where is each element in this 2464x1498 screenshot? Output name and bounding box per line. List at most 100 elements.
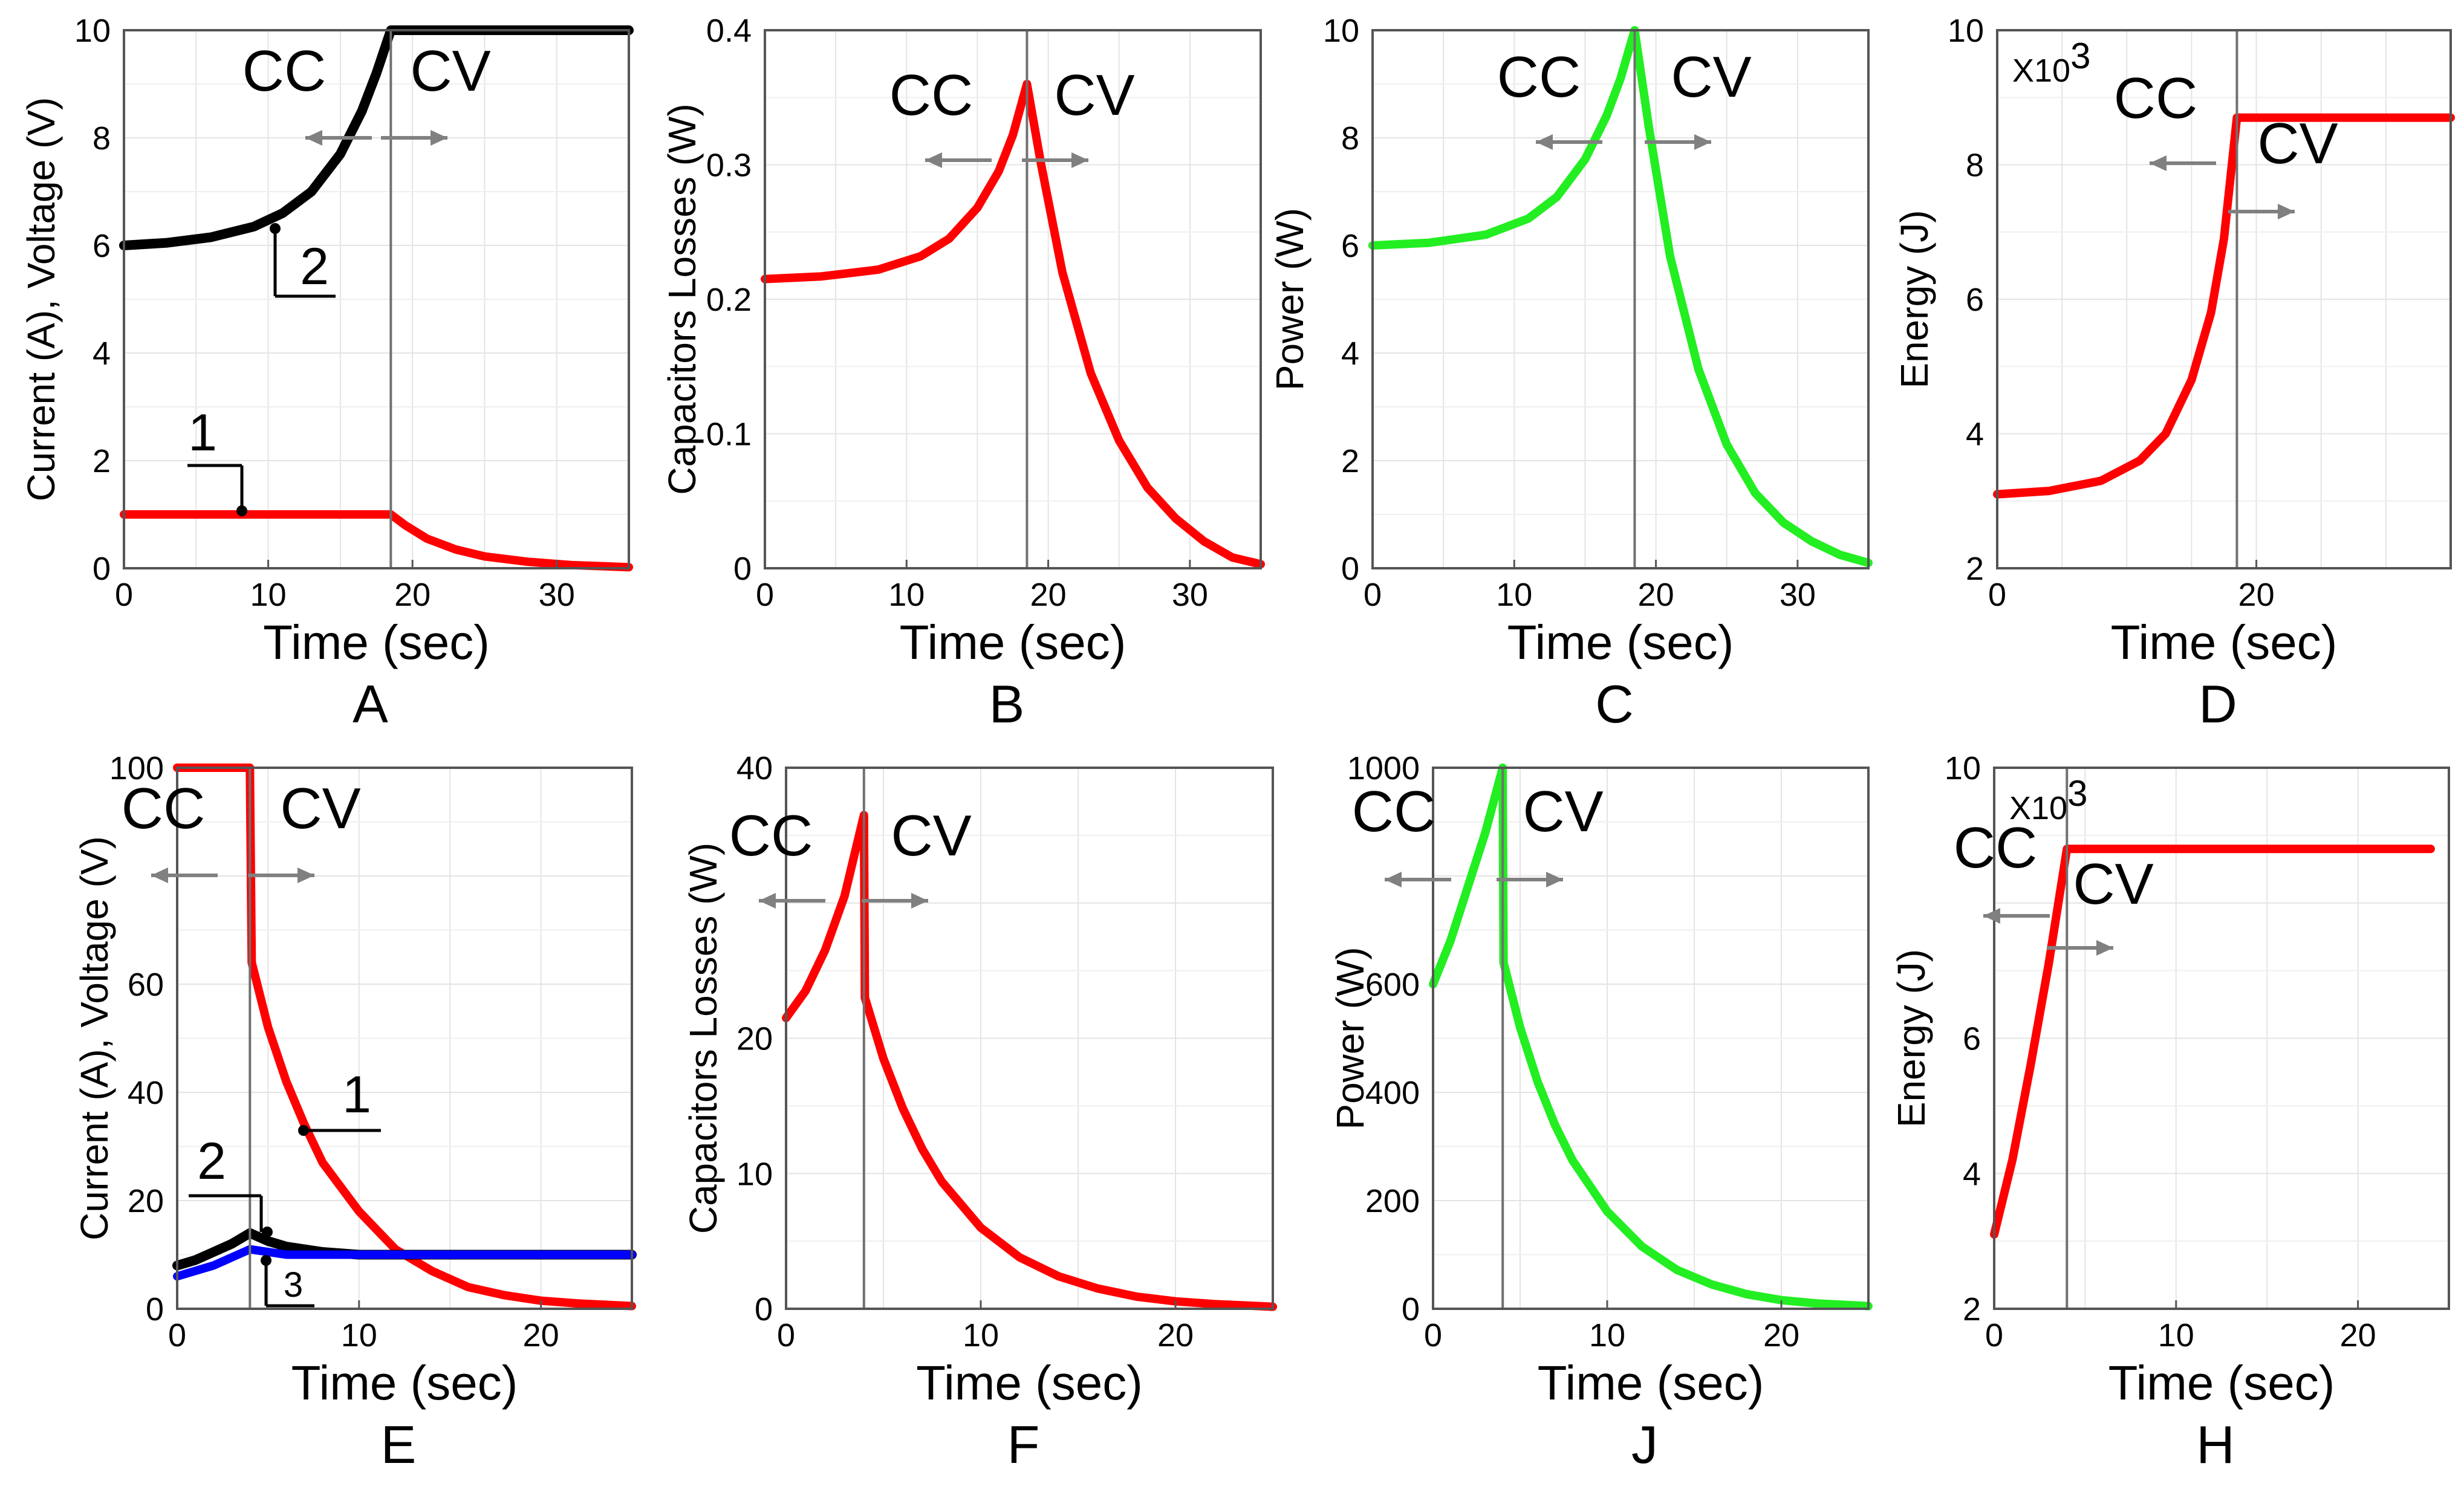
y-tick-label: 2 <box>1341 443 1359 479</box>
cc-arrow-head <box>2150 155 2167 171</box>
data-point <box>213 1251 215 1253</box>
y-tick-label: 2 <box>1963 1291 1981 1328</box>
y-tick-label: 10 <box>1948 13 1984 49</box>
y-tick-label: 6 <box>1341 228 1359 264</box>
cc-label: CC <box>1497 45 1581 109</box>
data-point <box>576 1303 578 1305</box>
series-line-1 <box>1993 113 2455 499</box>
y-tick-label: 0 <box>733 551 752 587</box>
x-tick-label: 10 <box>250 577 287 613</box>
callout-dot <box>270 223 281 234</box>
data-point <box>1040 164 1042 166</box>
data-point <box>821 276 822 277</box>
data-point <box>2084 848 2086 850</box>
x-tick-label: 20 <box>2238 577 2275 613</box>
x-axis-label: Time (sec) <box>916 1356 1143 1410</box>
y-tick-label: 20 <box>736 1021 773 1057</box>
x-tick-label: 30 <box>1780 577 1816 613</box>
curve-callout-1: 1 <box>187 404 247 516</box>
y-tick-label: 0 <box>755 1291 773 1328</box>
multiplier-exp: 3 <box>2070 36 2090 76</box>
data-point <box>1146 487 1148 488</box>
data-point <box>2320 117 2322 118</box>
data-point <box>980 1227 981 1228</box>
multiplier-label: X103 <box>2012 36 2090 89</box>
callout-dot <box>261 1255 271 1266</box>
data-point <box>1428 242 1430 244</box>
x-tick-label: 20 <box>523 1317 559 1354</box>
plot-frame <box>123 29 630 569</box>
y-tick-label: 6 <box>1963 1021 1981 1057</box>
data-point <box>1572 1159 1573 1161</box>
data-point <box>1815 1303 1817 1305</box>
data-point <box>883 1058 884 1060</box>
panel-letter: D <box>2199 674 2237 734</box>
data-point <box>1607 1210 1608 1212</box>
series-line-1 <box>1429 764 1873 1311</box>
data-point <box>1669 255 1671 257</box>
y-tick-label: 8 <box>1966 148 1984 184</box>
data-point <box>322 1162 323 1164</box>
data-point <box>1811 540 1813 542</box>
data-point <box>1062 271 1063 273</box>
plot-frame <box>764 29 1262 569</box>
cv-arrow-head <box>911 893 928 909</box>
panel-letter: J <box>1631 1415 1658 1474</box>
data-point <box>405 524 406 526</box>
y-tick-label: 0 <box>1402 1291 1420 1328</box>
x-tick-label: 0 <box>168 1317 186 1354</box>
data-point <box>231 1256 233 1258</box>
y-tick-label: 2 <box>93 443 111 479</box>
panel-letter: F <box>1007 1415 1040 1474</box>
cc-arrow-head <box>1983 908 2000 924</box>
callout-number: 3 <box>284 1265 303 1305</box>
series-line-1 <box>782 811 1277 1311</box>
data-point <box>375 73 377 74</box>
panel-b: 0 10 20 30 0 0.1 0.2 0.3 0.4 Time (sec) Capacitors… <box>660 13 1265 734</box>
x-axis-label: Time (sec) <box>263 615 490 669</box>
cv-label: CV <box>1671 45 1751 109</box>
y-tick-label: 0 <box>93 551 111 587</box>
data-point <box>285 1081 287 1083</box>
data-point <box>251 962 253 964</box>
data-point <box>540 1254 542 1256</box>
x-tick-label: 0 <box>1424 1317 1442 1354</box>
y-tick-label: 0.1 <box>706 417 752 453</box>
y-axis-label: Current (A), Voltage (V) <box>19 97 63 502</box>
data-point <box>484 556 486 557</box>
data-point <box>1676 1269 1678 1271</box>
cc-label: CC <box>242 39 327 103</box>
cv-label: CV <box>2073 852 2153 916</box>
data-point <box>2165 433 2167 435</box>
data-point <box>1620 78 1621 80</box>
data-point <box>1556 196 1558 198</box>
x-tick-label: 30 <box>1172 577 1208 613</box>
cc-arrow-head <box>925 152 942 168</box>
cc-label: CC <box>2114 66 2198 131</box>
data-point <box>948 238 950 239</box>
data-point <box>267 514 269 515</box>
series-line-1 <box>761 80 1265 569</box>
plot-frame <box>1996 29 2452 569</box>
callout-dot <box>298 1125 309 1136</box>
y-tick-label: 0.3 <box>706 148 752 184</box>
cv-arrow-head <box>1546 872 1563 887</box>
data-point <box>285 1246 287 1248</box>
y-axis-label: Power (W) <box>1268 208 1312 391</box>
cc-arrow-head <box>151 867 168 883</box>
cc-label: CC <box>1954 815 2038 880</box>
data-point <box>358 1210 360 1212</box>
cc-arrow-head <box>1385 872 1402 887</box>
y-tick-label: 20 <box>128 1183 164 1219</box>
panel-letter: B <box>989 674 1025 734</box>
y-tick-label: 10 <box>1323 13 1359 49</box>
data-point <box>998 170 1000 172</box>
cv-label: CV <box>410 39 490 103</box>
data-point <box>1648 126 1650 128</box>
data-point <box>1536 1081 1538 1083</box>
cv-arrow-head <box>1694 134 1711 150</box>
data-point <box>941 1181 943 1182</box>
data-point <box>1783 522 1784 524</box>
data-point <box>195 514 197 515</box>
